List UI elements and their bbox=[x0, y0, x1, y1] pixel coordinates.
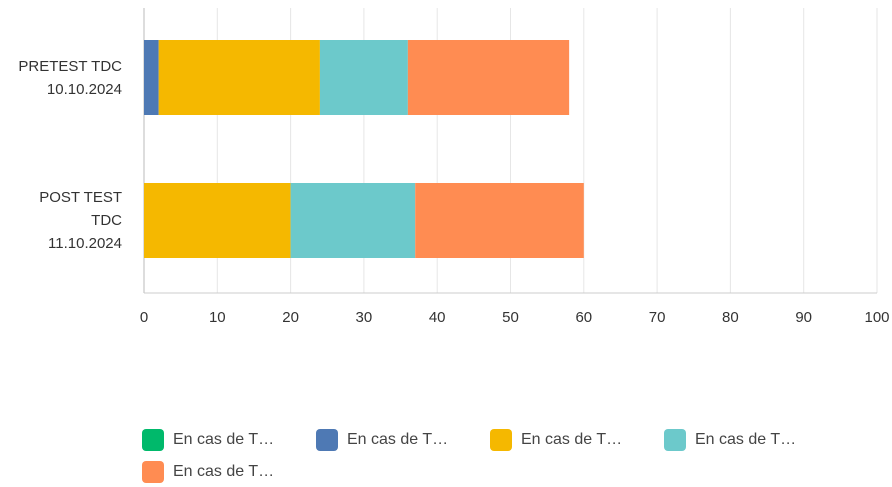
legend-swatch bbox=[142, 429, 164, 451]
legend-swatch bbox=[664, 429, 686, 451]
bar-segment bbox=[158, 40, 320, 115]
x-tick-label: 100 bbox=[864, 309, 889, 326]
legend-label: En cas de T… bbox=[695, 431, 797, 448]
bar-segment bbox=[407, 40, 570, 115]
legend-item: En cas de T… bbox=[142, 461, 274, 483]
y-tick-label: PRETEST TDC 10.10.2024 bbox=[18, 57, 122, 98]
legend-item: En cas de T… bbox=[664, 429, 796, 451]
y-tick-label: POST TEST TDC 11.10.2024 bbox=[39, 189, 122, 252]
x-tick-label: 50 bbox=[502, 309, 519, 326]
bar-segment bbox=[290, 183, 416, 258]
x-tick-label: 90 bbox=[795, 309, 812, 326]
legend-label: En cas de T… bbox=[521, 431, 623, 448]
legend-swatch bbox=[490, 429, 512, 451]
x-tick-label: 30 bbox=[356, 309, 373, 326]
bar-segment bbox=[415, 183, 584, 258]
x-tick-label: 80 bbox=[722, 309, 739, 326]
x-tick-label: 10 bbox=[209, 309, 226, 326]
legend-item: En cas de T… bbox=[490, 429, 622, 451]
x-tick-label: 0 bbox=[140, 309, 148, 326]
bar-segment bbox=[319, 40, 408, 115]
legend-label: En cas de T… bbox=[173, 431, 275, 448]
legend-label: En cas de T… bbox=[173, 463, 275, 480]
legend-item: En cas de T… bbox=[142, 429, 274, 451]
legend-item: En cas de T… bbox=[316, 429, 448, 451]
x-tick-label: 70 bbox=[649, 309, 666, 326]
x-tick-label: 60 bbox=[575, 309, 592, 326]
legend-swatch bbox=[316, 429, 338, 451]
x-tick-label: 20 bbox=[282, 309, 299, 326]
bar-segment bbox=[144, 40, 159, 115]
legend-swatch bbox=[142, 461, 164, 483]
bar-segment bbox=[144, 183, 291, 258]
x-tick-label: 40 bbox=[429, 309, 446, 326]
legend-label: En cas de T… bbox=[347, 431, 449, 448]
